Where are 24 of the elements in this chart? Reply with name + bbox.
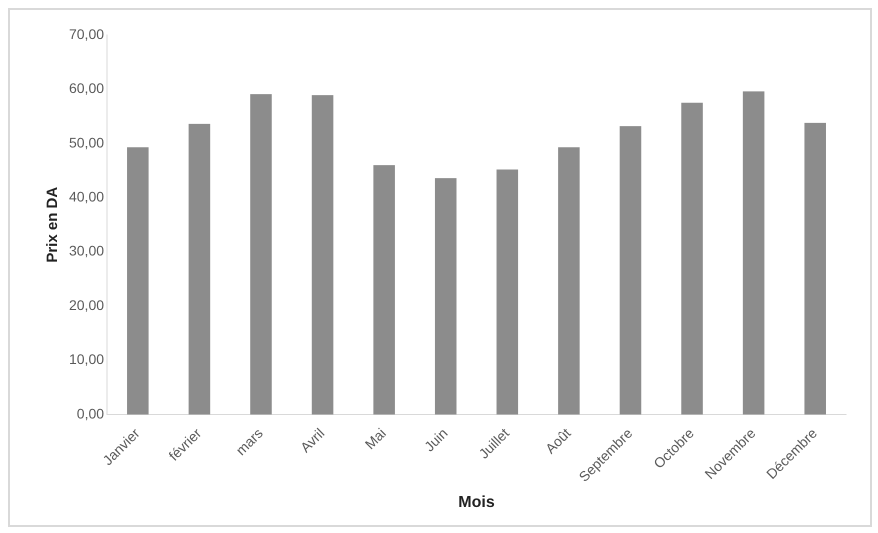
y-tick-label: 0,00 <box>76 405 104 422</box>
y-axis-title: Prix en DA <box>44 186 62 263</box>
bar <box>620 126 642 414</box>
bar <box>312 95 334 414</box>
bar <box>742 91 764 414</box>
bar <box>188 124 210 414</box>
y-tick-label: 50,00 <box>68 134 104 150</box>
y-tick-label: 60,00 <box>68 80 104 96</box>
x-axis-title: Mois <box>458 494 495 511</box>
bar <box>681 102 703 414</box>
bar <box>434 178 457 414</box>
x-tick-label: Mai <box>362 424 389 452</box>
bar <box>558 147 580 414</box>
bar <box>127 147 149 414</box>
y-tick-label: 70,00 <box>68 26 104 42</box>
bar <box>496 169 518 414</box>
bar <box>373 165 395 414</box>
bar <box>250 94 272 414</box>
bar <box>804 122 826 414</box>
y-tick-label: 20,00 <box>68 296 104 313</box>
x-tick-label: Juin <box>421 424 451 454</box>
y-tick-label: 10,00 <box>68 351 104 368</box>
y-tick-label: 40,00 <box>68 188 104 204</box>
y-tick-label: 30,00 <box>68 242 104 259</box>
